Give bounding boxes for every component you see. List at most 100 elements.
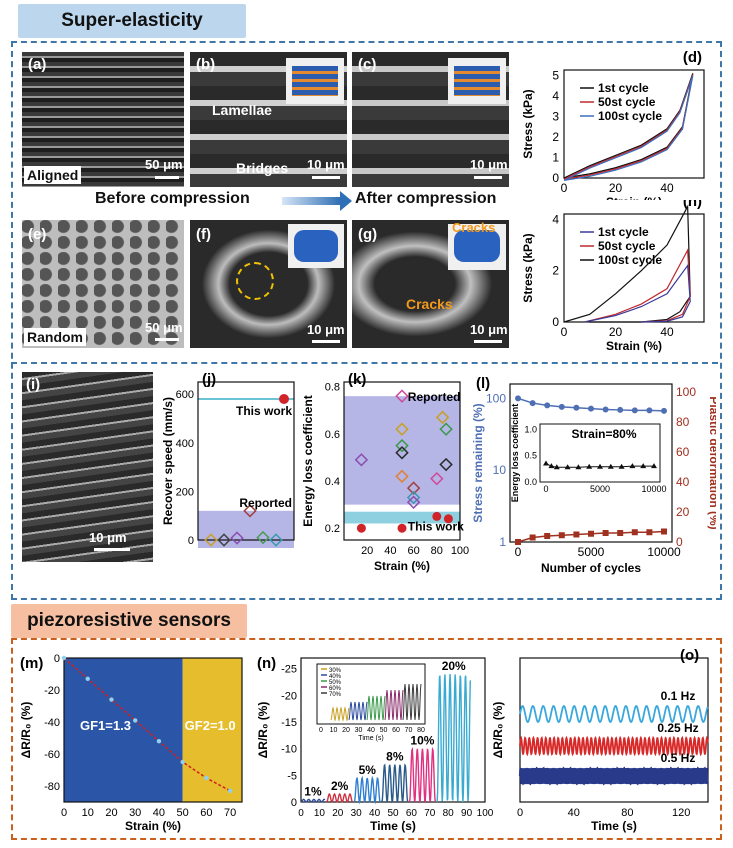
- stress-point: [617, 406, 624, 413]
- stress-point: [515, 395, 521, 402]
- y-tick-label: 200: [176, 486, 194, 498]
- hysteresis-loop: [584, 263, 691, 323]
- y-tick-label: -60: [44, 749, 60, 761]
- data-point: [156, 739, 162, 744]
- cyclic-response: [381, 763, 409, 804]
- data-point: [395, 389, 409, 403]
- y-tick-label: 0.8: [325, 382, 340, 394]
- inset-x-tick: 0: [543, 484, 548, 494]
- data-point: [109, 697, 114, 702]
- cyclic-response: [518, 766, 709, 786]
- hysteresis-loop: [563, 204, 691, 323]
- reported-label: Reported: [239, 496, 292, 510]
- inset-x-tick: 80: [417, 727, 425, 734]
- stress-point: [661, 407, 667, 414]
- scale-bar-b: 10 μm: [307, 157, 345, 172]
- stress-point: [544, 402, 551, 409]
- y-axis-label: Recover speed (mm/s): [161, 397, 175, 525]
- y-tick-label-right: 20: [676, 505, 690, 519]
- x-tick-label: 40: [384, 545, 396, 557]
- data-point: [217, 533, 231, 547]
- plot-frame: [519, 657, 709, 803]
- y-tick-label: 2: [552, 130, 559, 144]
- data-point: [227, 788, 233, 793]
- y-tick-label: 400: [176, 438, 194, 450]
- panel-label-b: (b): [196, 56, 216, 73]
- inset-point: [543, 460, 549, 466]
- scale-bar-line-c: [474, 176, 502, 179]
- data-point: [243, 504, 257, 518]
- piezoresistive-panel: [11, 638, 722, 840]
- strain-label: 5%: [359, 763, 377, 777]
- x-axis-label: Time (s): [370, 819, 416, 833]
- inset-point: [640, 463, 647, 469]
- y-axis-label: Stress (kPa): [521, 89, 535, 158]
- x-tick-label: 0: [515, 545, 522, 559]
- hysteresis-loop: [563, 75, 694, 181]
- x-tick-label: 0: [61, 807, 67, 819]
- scale-bar-line-i: [94, 548, 130, 551]
- data-point: [61, 655, 67, 661]
- x-tick-label: 20: [361, 545, 373, 557]
- chart-k: 0.2 0.4 0.6 0.8 20 40 60 80 100 Reported This work…: [301, 371, 469, 573]
- inset-legend-entry: 40%: [329, 674, 342, 680]
- piezoresistive-header: piezoresistive sensors: [11, 604, 247, 638]
- inset-x-label: Time (s): [358, 735, 383, 742]
- inset-legend-entry: 60%: [329, 686, 342, 692]
- super-elasticity-panel: [11, 41, 722, 600]
- x-tick-label: 60: [407, 545, 419, 557]
- super-elasticity-divider: [11, 362, 718, 364]
- chart-j: 0 200 400 600 This work Reported Recover speed…: [161, 371, 295, 548]
- y-tick-label: -20: [281, 690, 297, 702]
- plastic-point: [617, 529, 624, 536]
- plot-frame: [197, 381, 295, 541]
- data-point: [354, 453, 369, 467]
- panel-label-g: (g): [358, 226, 378, 243]
- x-tick-label: 0: [561, 325, 568, 339]
- y-tick-label-right: 80: [676, 415, 690, 429]
- panel-label: (n): [257, 655, 276, 672]
- panel-label-f: (f): [196, 226, 211, 243]
- scale-bar-line-b: [312, 176, 340, 179]
- sem-image-random: [22, 220, 184, 348]
- y-tick-label-right: 60: [676, 445, 690, 459]
- x-tick-label: 60: [200, 807, 212, 819]
- caption-random: Random: [24, 328, 86, 346]
- inset-x-tick: 40: [367, 727, 375, 734]
- x-tick-label: 70: [424, 808, 436, 819]
- inset-x-tick: 60: [392, 727, 400, 734]
- plastic-point: [573, 531, 580, 538]
- data-point: [395, 446, 409, 460]
- x-tick-label: 10: [314, 808, 326, 819]
- inset-point: [575, 464, 582, 470]
- gf2-label: GF2=1.0: [185, 718, 236, 733]
- x-tick-label: 0: [561, 181, 568, 195]
- inset-y-tick: 1.0: [524, 424, 537, 434]
- frequency-label: 0.25 Hz: [657, 721, 698, 735]
- stress-point: [646, 407, 653, 414]
- x-tick-label: 40: [660, 325, 674, 339]
- inset-point: [618, 463, 625, 469]
- strain-label: 1%: [304, 784, 322, 798]
- y-tick-label-left: 1: [499, 535, 506, 549]
- cyclic-response: [436, 673, 471, 803]
- x-axis-label: Time (s): [591, 819, 637, 833]
- strain-label: 20%: [442, 659, 466, 673]
- y-tick-label: -25: [281, 664, 297, 676]
- cyclic-response: [408, 746, 437, 804]
- cyclic-response: [519, 735, 709, 757]
- y-tick-label-right: 100: [676, 385, 696, 399]
- inset-point: [607, 463, 614, 469]
- region-gf2: [182, 658, 242, 802]
- scale-bar-e: 50 μm: [145, 320, 183, 335]
- chart-l: 1 10 100 0 20 40 60 80 100 0 5000 10000 Number of cy…: [471, 375, 716, 575]
- panel-label: (o): [680, 648, 699, 664]
- x-tick-label: 40: [568, 807, 580, 819]
- x-axis-label: Strain (%): [374, 559, 430, 573]
- y-tick-label: 600: [176, 389, 194, 401]
- data-point: [180, 759, 185, 765]
- y-tick-label-left: 100: [486, 391, 506, 405]
- gf1-label: GF1=1.3: [80, 718, 131, 733]
- scale-bar-line-a: [155, 176, 179, 179]
